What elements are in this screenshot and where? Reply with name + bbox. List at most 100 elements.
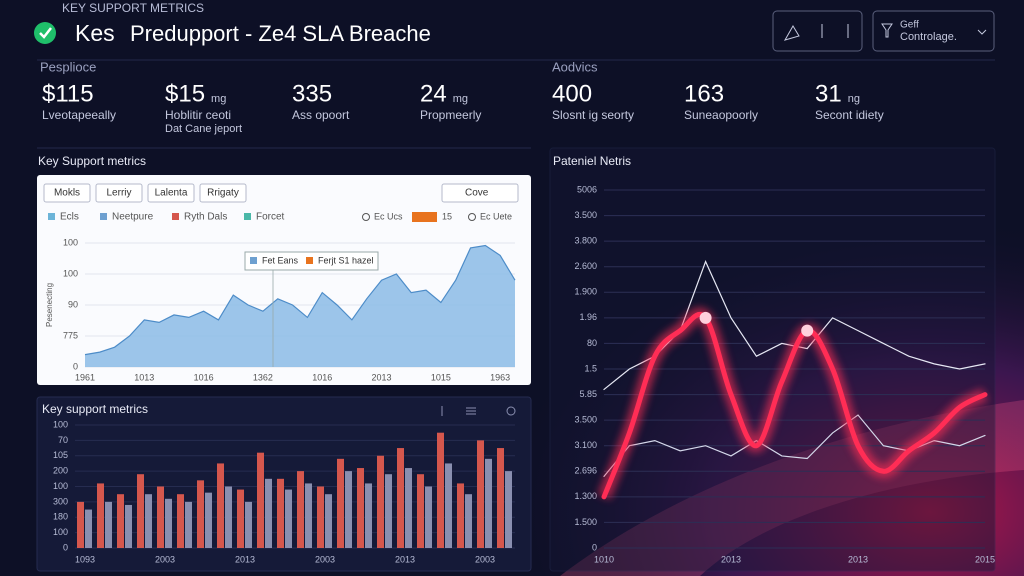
bar bbox=[157, 486, 164, 548]
bar bbox=[437, 432, 444, 548]
bar bbox=[245, 501, 252, 548]
check-mark bbox=[39, 27, 52, 39]
x-tick-label: 2013 bbox=[395, 554, 415, 564]
bar bbox=[305, 483, 312, 548]
bar bbox=[177, 494, 184, 548]
x-tick-label: 1016 bbox=[312, 372, 332, 382]
legend-radio bbox=[468, 213, 476, 221]
section-label: Pesplioce bbox=[40, 59, 96, 74]
y-tick-label: 1.5 bbox=[584, 363, 597, 373]
y-tick-label: 1.900 bbox=[574, 287, 597, 297]
metric-label: Hoblitir ceoti bbox=[165, 108, 231, 122]
y-tick-label: 0 bbox=[73, 361, 78, 371]
tab-label: Lerriy bbox=[106, 188, 131, 199]
y-tick-label: 90 bbox=[68, 299, 78, 309]
legend-radio bbox=[362, 213, 370, 221]
check-icon bbox=[34, 22, 56, 44]
y-tick-label: 1.96 bbox=[579, 312, 597, 322]
x-tick-label: 1961 bbox=[75, 372, 95, 382]
bar bbox=[337, 458, 344, 548]
x-tick-label: 1362 bbox=[253, 372, 273, 382]
bar bbox=[257, 452, 264, 548]
metric-value: $115 bbox=[42, 80, 94, 107]
tab[interactable] bbox=[95, 183, 143, 203]
bar bbox=[197, 480, 204, 548]
metric-value: 163 bbox=[684, 80, 724, 107]
tooltip-swatch bbox=[306, 257, 313, 264]
x-tick-label: 2003 bbox=[315, 554, 335, 564]
bar bbox=[277, 478, 284, 548]
bar bbox=[345, 471, 352, 548]
tab[interactable] bbox=[43, 183, 91, 203]
x-tick-label: 1015 bbox=[431, 372, 451, 382]
metric-value: 335 bbox=[292, 80, 332, 107]
bar bbox=[425, 486, 432, 548]
bar bbox=[137, 474, 144, 548]
dropdown-label: Cove bbox=[465, 188, 489, 199]
tab-label: Lalenta bbox=[155, 188, 188, 199]
brand: Kes bbox=[75, 20, 115, 46]
metric-value: 400 bbox=[552, 80, 592, 107]
y-tick-label: 180 bbox=[53, 512, 68, 522]
metric-label: Propmeerly bbox=[420, 108, 481, 122]
bar bbox=[125, 504, 132, 548]
x-tick-label: 1093 bbox=[75, 554, 95, 564]
bar bbox=[77, 501, 84, 548]
legend-label: Ryth Dals bbox=[184, 212, 227, 223]
legend-swatch bbox=[172, 213, 179, 220]
metric-unit: ng bbox=[848, 93, 860, 105]
highlight-dot bbox=[801, 324, 814, 337]
bar bbox=[165, 498, 172, 548]
y-tick-label: 3.500 bbox=[574, 415, 597, 425]
y-tick-label: 100 bbox=[63, 237, 78, 247]
legend-label: Forcet bbox=[256, 212, 285, 223]
section-label: Aodvics bbox=[552, 59, 598, 74]
y-tick-label: 80 bbox=[587, 338, 597, 348]
bar bbox=[205, 492, 212, 548]
button-text: Geff bbox=[900, 20, 919, 31]
x-tick-label: 1010 bbox=[594, 554, 614, 564]
y-tick-label: 100 bbox=[53, 419, 68, 429]
bar bbox=[405, 468, 412, 548]
bar bbox=[497, 448, 504, 548]
dropdown[interactable] bbox=[441, 183, 519, 203]
x-tick-label: 2013 bbox=[372, 372, 392, 382]
y-tick-label: 0 bbox=[63, 542, 68, 552]
bar bbox=[417, 474, 424, 548]
metric-unit: mg bbox=[211, 93, 226, 105]
bar bbox=[85, 509, 92, 548]
bar-card-icons bbox=[441, 406, 476, 416]
metric-label: Slosnt ig seorty bbox=[552, 108, 634, 122]
area bbox=[85, 245, 515, 367]
tab[interactable] bbox=[199, 183, 247, 203]
toolbar-button[interactable] bbox=[772, 10, 863, 52]
metric-label: Suneaopoorly bbox=[684, 108, 758, 122]
x-tick-label: 1963 bbox=[490, 372, 510, 382]
bar bbox=[445, 463, 452, 548]
legend-label: Ec Uete bbox=[480, 211, 512, 221]
bar bbox=[145, 494, 152, 548]
chart-title: Pateniel Netris bbox=[553, 154, 631, 168]
x-tick-label: 2013 bbox=[848, 554, 868, 564]
bar bbox=[485, 458, 492, 548]
bar bbox=[397, 448, 404, 548]
legend-swatch bbox=[244, 213, 251, 220]
x-tick-label: 2013 bbox=[235, 554, 255, 564]
tab[interactable] bbox=[147, 183, 195, 203]
y-tick-label: 100 bbox=[53, 527, 68, 537]
legend-label: Neetpure bbox=[112, 212, 154, 223]
legend-label: 15 bbox=[442, 211, 452, 221]
bar bbox=[105, 501, 112, 548]
control-button[interactable] bbox=[872, 10, 995, 52]
legend-label: Ecls bbox=[60, 212, 79, 223]
bar bbox=[117, 494, 124, 548]
metric-unit: mg bbox=[453, 93, 468, 105]
y-tick-label: 1.300 bbox=[574, 491, 597, 501]
x-tick-label: 2013 bbox=[721, 554, 741, 564]
tooltip-swatch bbox=[250, 257, 257, 264]
button-text: Controlage. bbox=[900, 31, 957, 43]
line-card bbox=[549, 147, 996, 572]
tab-label: Mokls bbox=[54, 188, 80, 199]
bar bbox=[365, 483, 372, 548]
